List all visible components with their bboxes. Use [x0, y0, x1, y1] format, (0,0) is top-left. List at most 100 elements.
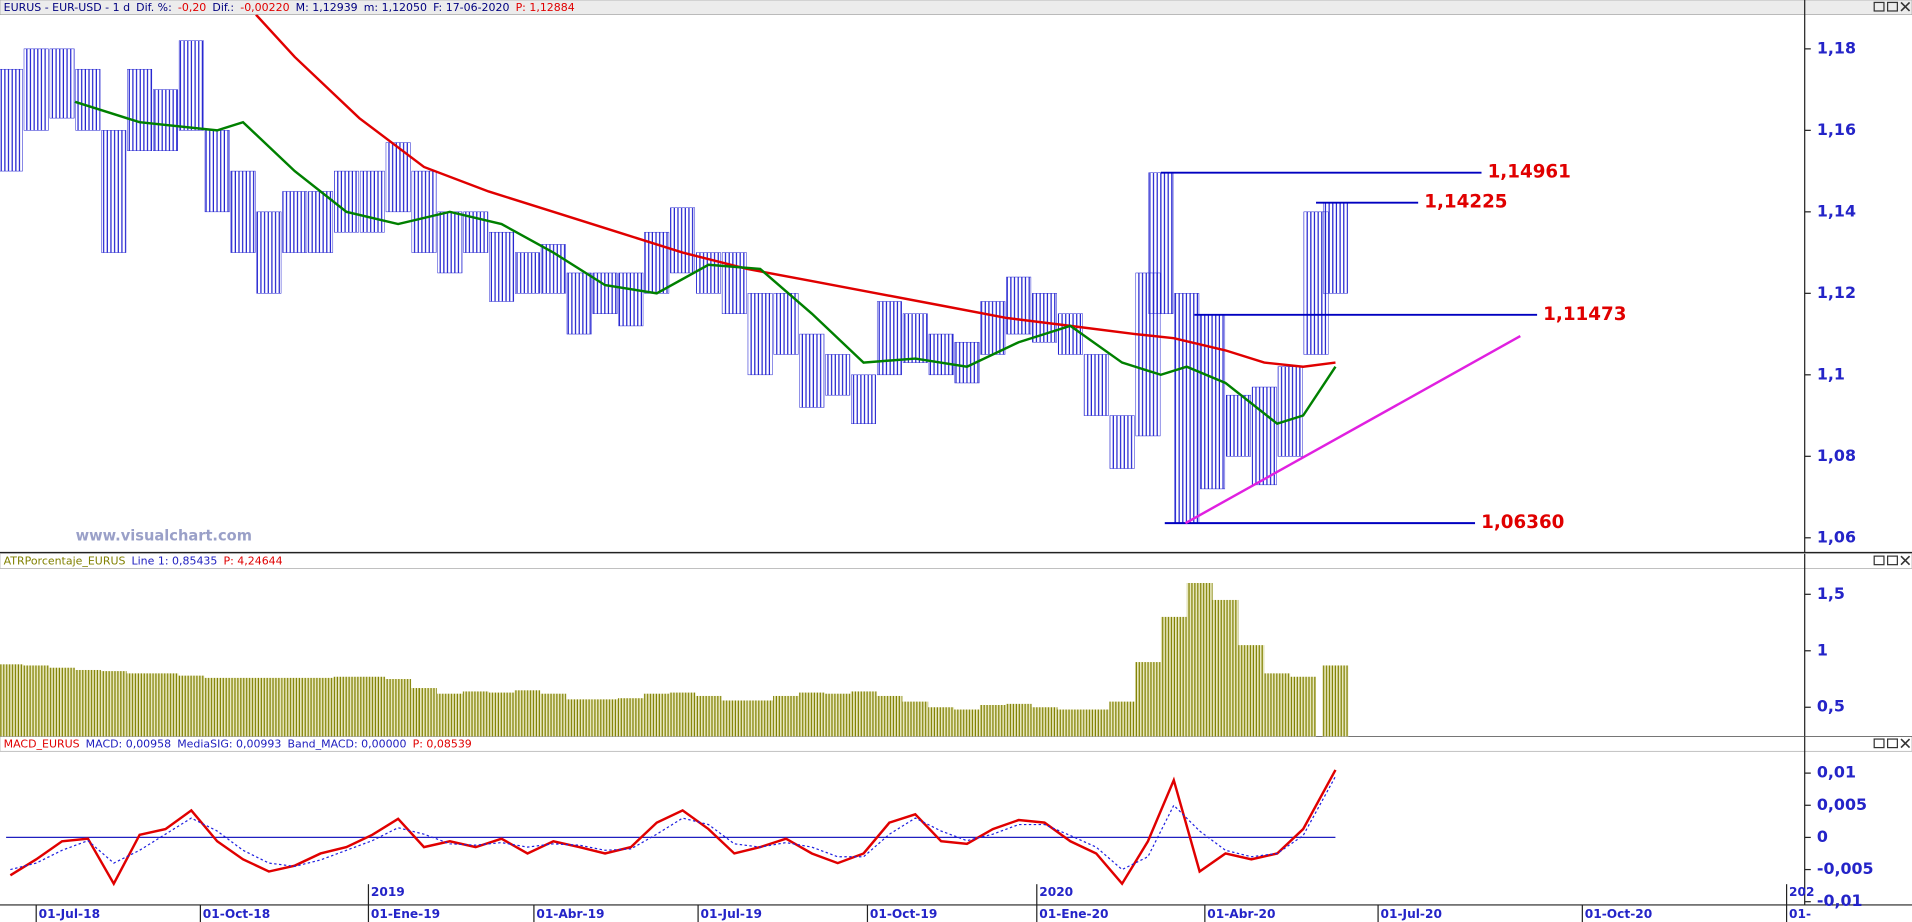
minimize-icon — [1873, 738, 1885, 749]
atr-bar — [721, 700, 748, 737]
price-bar — [980, 301, 1006, 355]
y-tick-label: 0,5 — [1817, 697, 1845, 716]
plot-area — [0, 583, 1349, 737]
maximize-icon — [1887, 1, 1898, 12]
y-tick-label: 1,5 — [1817, 584, 1845, 603]
y-tick-label: 0,01 — [1817, 763, 1856, 782]
x-tick-label: 01-Abr-19 — [536, 907, 604, 921]
y-tick-label: 1,16 — [1817, 120, 1856, 139]
atr-bar — [411, 688, 437, 737]
price-bar — [1006, 276, 1032, 335]
close-icon — [1900, 738, 1911, 749]
x-tick-label: 01-Ene-19 — [371, 907, 440, 921]
atr-bar — [1083, 709, 1110, 737]
price-bar — [101, 130, 127, 253]
price-bar — [515, 252, 540, 294]
level-label: 1,14961 — [1488, 162, 1571, 183]
atr-bar — [1057, 709, 1084, 737]
atr-bar — [979, 704, 1006, 737]
price-bar — [359, 170, 385, 233]
header-text: MediaSIG: 0,00993 — [177, 738, 281, 751]
header-text: Dif. %: — [136, 1, 172, 14]
price-bar — [437, 211, 463, 274]
atr-bar — [152, 673, 179, 737]
header-text: -0,20 — [178, 1, 206, 14]
atr-bar — [695, 695, 722, 737]
price-bar — [282, 191, 308, 253]
atr-bar — [1264, 673, 1291, 737]
header-text: P: 4,24644 — [223, 555, 282, 568]
price-bar — [1226, 394, 1251, 457]
y-tick-label: 1,06 — [1817, 527, 1856, 546]
price-bar — [1277, 366, 1303, 457]
x-tick-label: 01-Oct-20 — [1585, 907, 1652, 921]
atr-bar — [281, 677, 308, 737]
atr-bar — [747, 700, 774, 737]
atr-bar — [850, 691, 877, 737]
x-year-label: 2019 — [371, 885, 405, 899]
atr-bar — [333, 676, 360, 737]
price-bar — [178, 40, 204, 131]
panel-header — [0, 553, 1912, 569]
atr-bar — [255, 677, 282, 737]
panel-header — [0, 0, 1912, 15]
atr-bar — [230, 677, 256, 737]
header-text: Dif.: — [212, 1, 234, 14]
watermark: www.visualchart.com — [76, 528, 252, 545]
atr-bar — [178, 675, 205, 737]
atr-bar — [954, 709, 980, 737]
atr-bar — [514, 690, 541, 737]
price-bar — [1200, 314, 1226, 490]
price-bar — [230, 170, 256, 253]
atr-bar — [669, 692, 696, 737]
panel-header — [0, 736, 1912, 752]
y-tick-label: 1,18 — [1817, 38, 1856, 57]
price-bar — [799, 333, 825, 408]
price-bar — [75, 68, 101, 131]
atr-bar — [1031, 707, 1058, 737]
header-text: F: 17-06-2020 — [433, 1, 509, 14]
atr-bar — [1212, 599, 1239, 737]
atr-bar — [798, 692, 825, 737]
price-bar — [876, 301, 902, 376]
y-tick-label: 0,005 — [1817, 795, 1867, 814]
atr-bar — [1005, 703, 1032, 737]
price-bar — [825, 354, 851, 396]
x-tick-label: 01-Jul-19 — [701, 907, 762, 921]
close-icon — [1900, 555, 1911, 566]
x-tick-label: 01-Oct-19 — [870, 907, 937, 921]
y-tick-label: 1,14 — [1817, 201, 1856, 220]
atr-bar — [1290, 676, 1317, 737]
atr-bar — [307, 677, 334, 737]
moving-average — [74, 100, 1337, 426]
atr-bar — [0, 664, 24, 737]
price-bar — [1057, 313, 1083, 355]
y-tick-label: 1,12 — [1817, 283, 1856, 302]
header-text: P: 0,08539 — [413, 738, 472, 751]
price-bar — [153, 89, 178, 151]
x-year-label: 202 — [1789, 885, 1814, 899]
price-bar — [747, 293, 773, 376]
atr-bar — [436, 693, 463, 737]
y-tick-label: 1,08 — [1817, 446, 1856, 465]
price-bar — [1083, 354, 1109, 416]
atr-bar — [23, 665, 50, 737]
atr-bar — [74, 669, 101, 737]
price-bar — [334, 170, 359, 233]
y-tick-label: -0,005 — [1817, 859, 1874, 878]
atr-bar — [617, 698, 644, 737]
x-tick-label: 01-Abr-20 — [1207, 907, 1275, 921]
atr-bar — [1186, 583, 1213, 737]
atr-bar — [592, 699, 618, 737]
atr-bar — [540, 693, 567, 737]
price-bar — [851, 374, 877, 424]
price-bar — [0, 68, 23, 172]
atr-bar — [359, 676, 386, 737]
price-bar — [308, 191, 334, 253]
price-bar — [721, 252, 747, 314]
price-bar — [618, 272, 644, 327]
atr-bar — [1135, 662, 1161, 737]
x-year-label: 2020 — [1039, 885, 1073, 899]
